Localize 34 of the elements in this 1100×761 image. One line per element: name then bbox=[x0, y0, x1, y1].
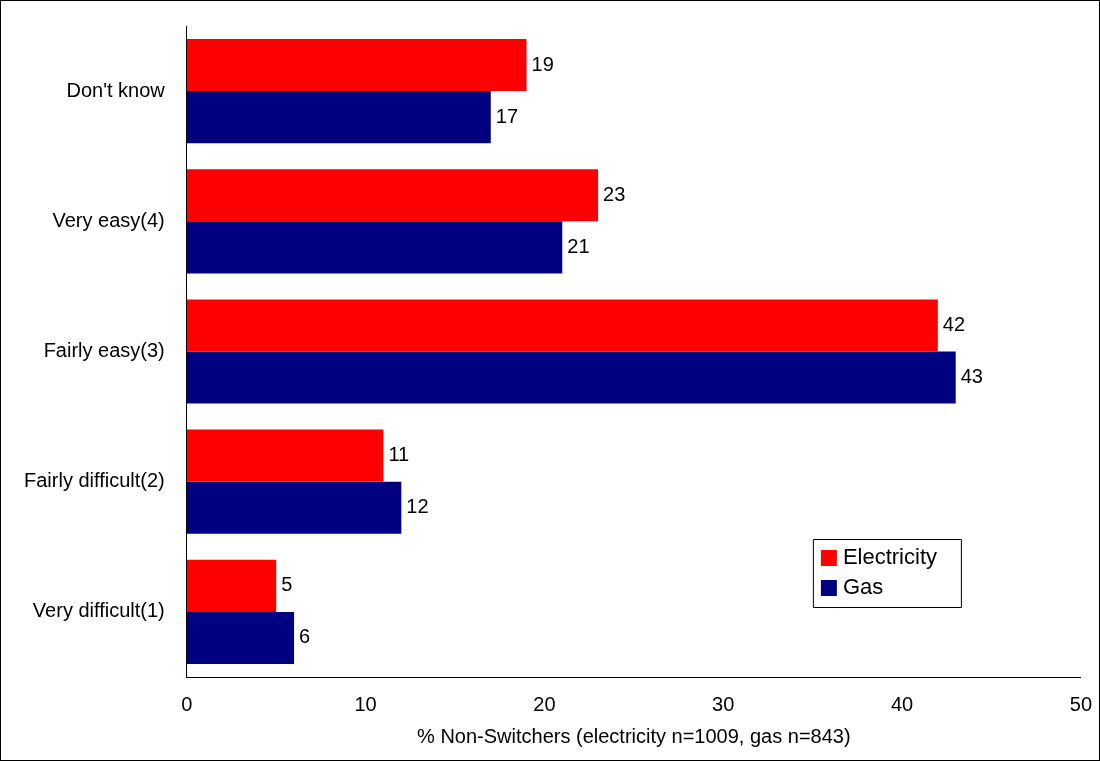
legend-label: Electricity bbox=[842, 544, 937, 570]
data-label: 17 bbox=[495, 104, 519, 127]
x-axis-title: % Non-Switchers (electricity n=1009, gas n=843) bbox=[417, 724, 851, 747]
bar bbox=[186, 429, 384, 482]
y-tick-label: Don't know bbox=[66, 78, 166, 101]
x-tick-label: 0 bbox=[181, 692, 193, 715]
bar bbox=[186, 169, 599, 222]
bar bbox=[186, 351, 956, 404]
x-tick-label: 40 bbox=[890, 692, 914, 715]
x-tick-label: 50 bbox=[1069, 692, 1092, 715]
x-tick-label: 30 bbox=[712, 692, 735, 715]
x-tick-label: 10 bbox=[354, 692, 377, 715]
data-label: 5 bbox=[281, 573, 293, 596]
bar bbox=[186, 91, 491, 144]
data-label: 42 bbox=[942, 312, 966, 335]
bar bbox=[186, 39, 527, 92]
bar bbox=[186, 299, 938, 352]
data-label: 23 bbox=[603, 182, 626, 205]
bar bbox=[186, 481, 402, 534]
y-tick-label: Fairly difficult(2) bbox=[23, 469, 165, 492]
data-label: 21 bbox=[567, 234, 590, 257]
data-label: 12 bbox=[406, 495, 429, 518]
bar bbox=[186, 221, 563, 274]
y-tick-label: Very difficult(1) bbox=[32, 599, 165, 622]
data-label: 11 bbox=[388, 443, 410, 466]
data-label: 6 bbox=[299, 625, 311, 648]
bar bbox=[186, 611, 295, 664]
legend-label: Gas bbox=[842, 574, 884, 600]
y-tick-label: Fairly easy(3) bbox=[43, 339, 165, 362]
y-tick-label: Very easy(4) bbox=[52, 208, 165, 231]
data-label: 19 bbox=[531, 52, 554, 75]
bar bbox=[186, 559, 277, 612]
x-tick-label: 20 bbox=[533, 692, 556, 715]
data-label: 43 bbox=[960, 365, 983, 388]
